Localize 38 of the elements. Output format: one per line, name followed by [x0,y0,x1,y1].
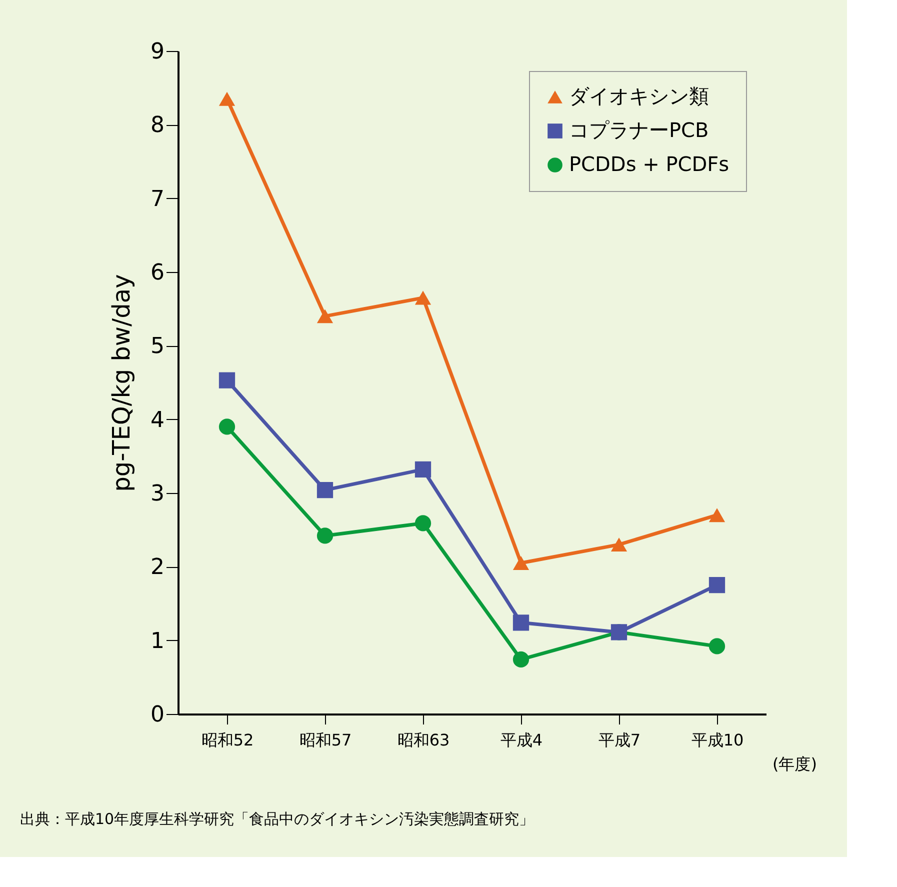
point [512,556,530,570]
y-tick-label: 0 [150,702,164,728]
x-tick-label: 昭和63 [397,730,450,750]
y-tick-label: 6 [150,260,164,286]
point [610,538,628,552]
x-tick-label: 平成10 [691,730,744,750]
point [708,508,726,522]
y-tick-label: 9 [150,40,164,64]
source-note: 出典：平成10年度厚生科学研究「食品中のダイオキシン汚染実態調査研究」 [20,810,534,828]
point [414,515,432,532]
y-tick-label: 2 [150,555,164,580]
point [218,92,236,106]
x-axis-title: (年度) [772,754,817,774]
point [708,638,726,654]
legend-label: コプラナーPCB [569,118,709,142]
point [414,290,432,305]
y-tick-label: 4 [150,408,164,433]
point [316,528,334,544]
y-tick-label: 7 [150,186,164,212]
point [708,577,726,594]
x-tick-label: 平成4 [500,730,543,750]
point [512,651,530,668]
y-tick-label: 8 [150,113,164,138]
point [414,461,432,478]
y-tick-label: 3 [150,482,164,506]
legend-label: ダイオキシン類 [569,84,709,108]
x-tick-label: 昭和52 [201,730,254,750]
y-axis-title: pg-TEQ/kg bw/day [108,274,136,492]
x-tick-label: 平成7 [598,730,641,750]
y-tick-label: 5 [150,334,164,360]
point [218,372,236,388]
y-tick-label: 1 [150,628,164,654]
point [218,418,236,435]
point [316,482,334,498]
point [316,309,334,324]
x-tick-label: 昭和57 [299,730,352,750]
point [512,614,530,631]
legend-label: PCDDs + PCDFs [569,152,730,176]
